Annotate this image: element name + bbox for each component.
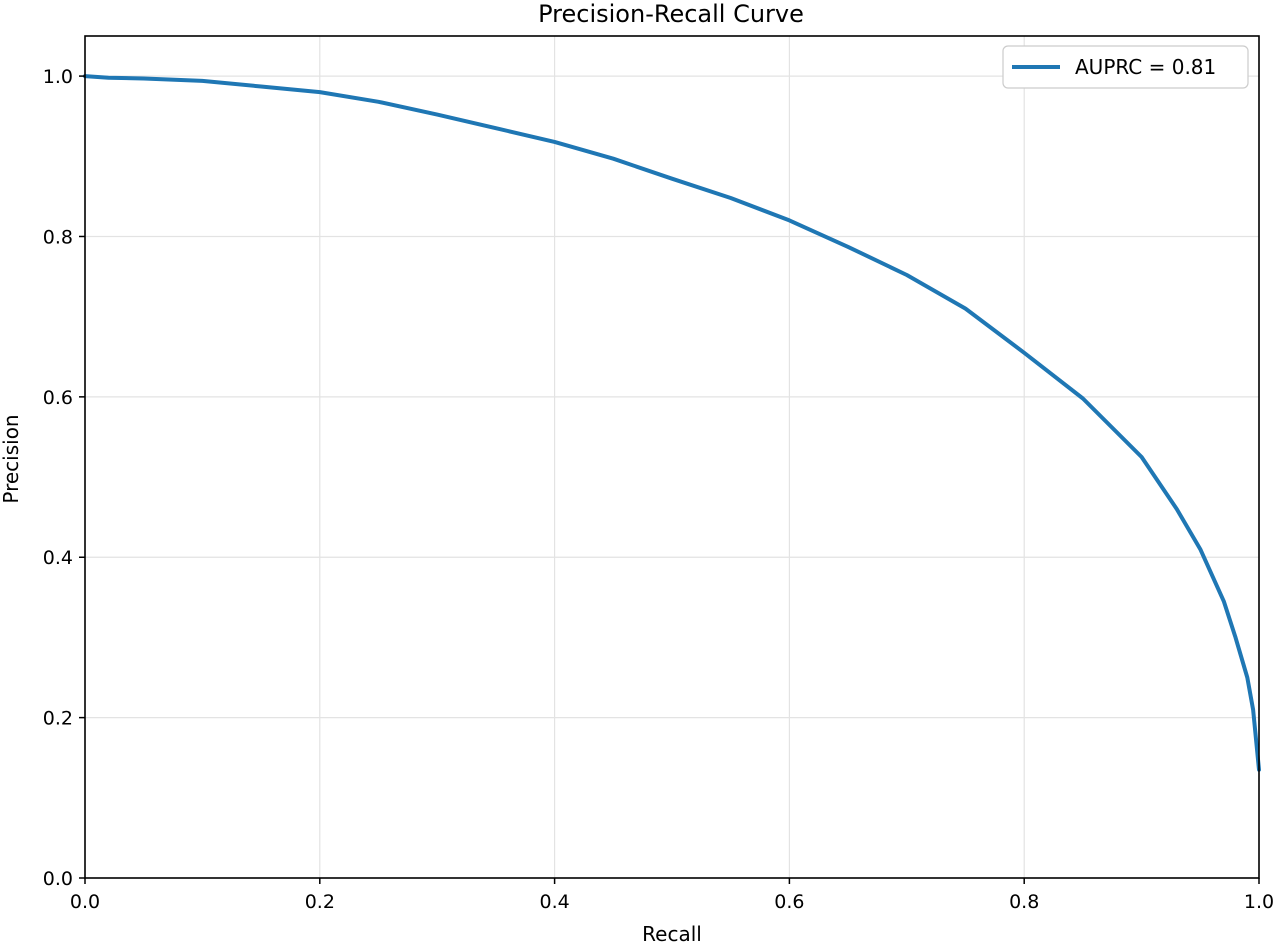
x-tick-label: 0.8 (1009, 891, 1039, 913)
x-tick-label: 0.0 (70, 891, 100, 913)
x-tick-label: 1.0 (1244, 891, 1274, 913)
x-axis-label: Recall (642, 922, 702, 946)
plot-area (83, 74, 1261, 772)
chart-title: Precision-Recall Curve (538, 0, 804, 28)
x-tick-label: 0.6 (774, 891, 804, 913)
y-tick-label: 0.4 (43, 547, 73, 569)
y-tick-label: 0.0 (43, 868, 73, 890)
y-axis-label: Precision (0, 414, 23, 503)
x-tick-label: 0.4 (539, 891, 569, 913)
y-tick-label: 0.6 (43, 387, 73, 409)
axes-frame (84, 35, 1260, 879)
y-tick-label: 0.2 (43, 708, 73, 730)
pr-series-line (83, 74, 1261, 772)
axis-ticks: 0.0 0.2 0.4 0.6 0.8 1.0 0.0 0.2 0.4 0.6 0.8 1.0 (43, 66, 1274, 913)
legend-box (1002, 45, 1249, 89)
x-tick-label: 0.2 (305, 891, 335, 913)
y-tick-label: 1.0 (43, 66, 73, 88)
legend: AUPRC = 0.81 (1002, 45, 1249, 89)
legend-label: AUPRC = 0.81 (1075, 55, 1216, 79)
y-tick-label: 0.8 (43, 226, 73, 248)
